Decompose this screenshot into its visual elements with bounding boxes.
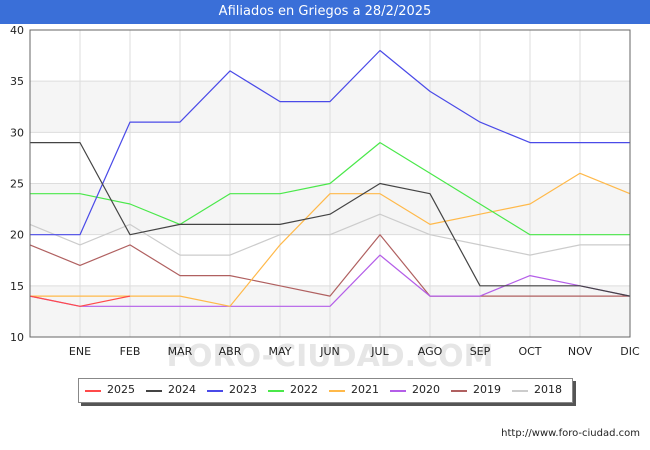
x-tick-label: ABR [219, 345, 242, 358]
x-tick-label: MAR [168, 345, 193, 358]
legend-swatch [85, 390, 101, 392]
legend-swatch [268, 390, 284, 392]
series-line-2020 [29, 254, 631, 307]
legend-label: 2019 [473, 383, 501, 396]
series-line-2019 [29, 234, 630, 297]
y-tick-label: 25 [10, 178, 24, 191]
source-credit: http://www.foro-ciudad.com [501, 428, 640, 439]
legend-label: 2024 [168, 383, 196, 396]
series-line-2018 [29, 213, 630, 256]
legend: 2025 2024 2023 2022 2021 2020 2019 2018 [78, 378, 573, 403]
legend-label: 2021 [351, 383, 379, 396]
x-tick-label: FEB [120, 345, 141, 358]
x-tick-label: DIC [620, 345, 640, 358]
x-tick-label: SEP [470, 345, 491, 358]
legend-swatch [512, 390, 528, 392]
legend-label: 2023 [229, 383, 257, 396]
series-line-2023 [30, 49, 630, 236]
y-tick-label: 20 [10, 229, 24, 242]
series-line-2024 [30, 142, 631, 297]
legend-label: 2025 [107, 383, 135, 396]
y-tick-label: 35 [10, 75, 24, 88]
legend-swatch [451, 390, 467, 392]
x-tick-labels: ENE FEB MAR ABR MAY JUN JUL AGO SEP OCT NOV DIC [69, 345, 640, 358]
x-tick-label: NOV [568, 345, 593, 358]
legend-swatch [146, 390, 162, 392]
x-tick-label: JUL [370, 345, 389, 358]
legend-label: 2018 [534, 383, 562, 396]
series-lines [29, 49, 631, 307]
x-tick-label: MAY [269, 345, 292, 358]
x-tick-label: AGO [418, 345, 443, 358]
y-tick-labels: 10 15 20 25 30 35 40 [10, 24, 24, 344]
x-tick-label: OCT [518, 345, 541, 358]
legend-label: 2022 [290, 383, 318, 396]
legend-swatch [329, 390, 345, 392]
y-tick-label: 30 [10, 126, 24, 139]
x-tick-label: ENE [69, 345, 91, 358]
y-tick-label: 15 [10, 280, 24, 293]
legend-label: 2020 [412, 383, 440, 396]
series-line-2025 [29, 295, 131, 307]
y-tick-label: 40 [10, 24, 24, 37]
legend-swatch [207, 390, 223, 392]
x-tick-label: JUN [319, 345, 340, 358]
watermark: FORO-CIUDAD.COM [167, 339, 494, 374]
y-tick-label: 10 [10, 331, 24, 344]
legend-swatch [390, 390, 406, 392]
plot-frame [29, 29, 631, 338]
series-line-2022 [30, 142, 630, 236]
chart-title: Afiliados en Griegos a 28/2/2025 [0, 0, 650, 24]
